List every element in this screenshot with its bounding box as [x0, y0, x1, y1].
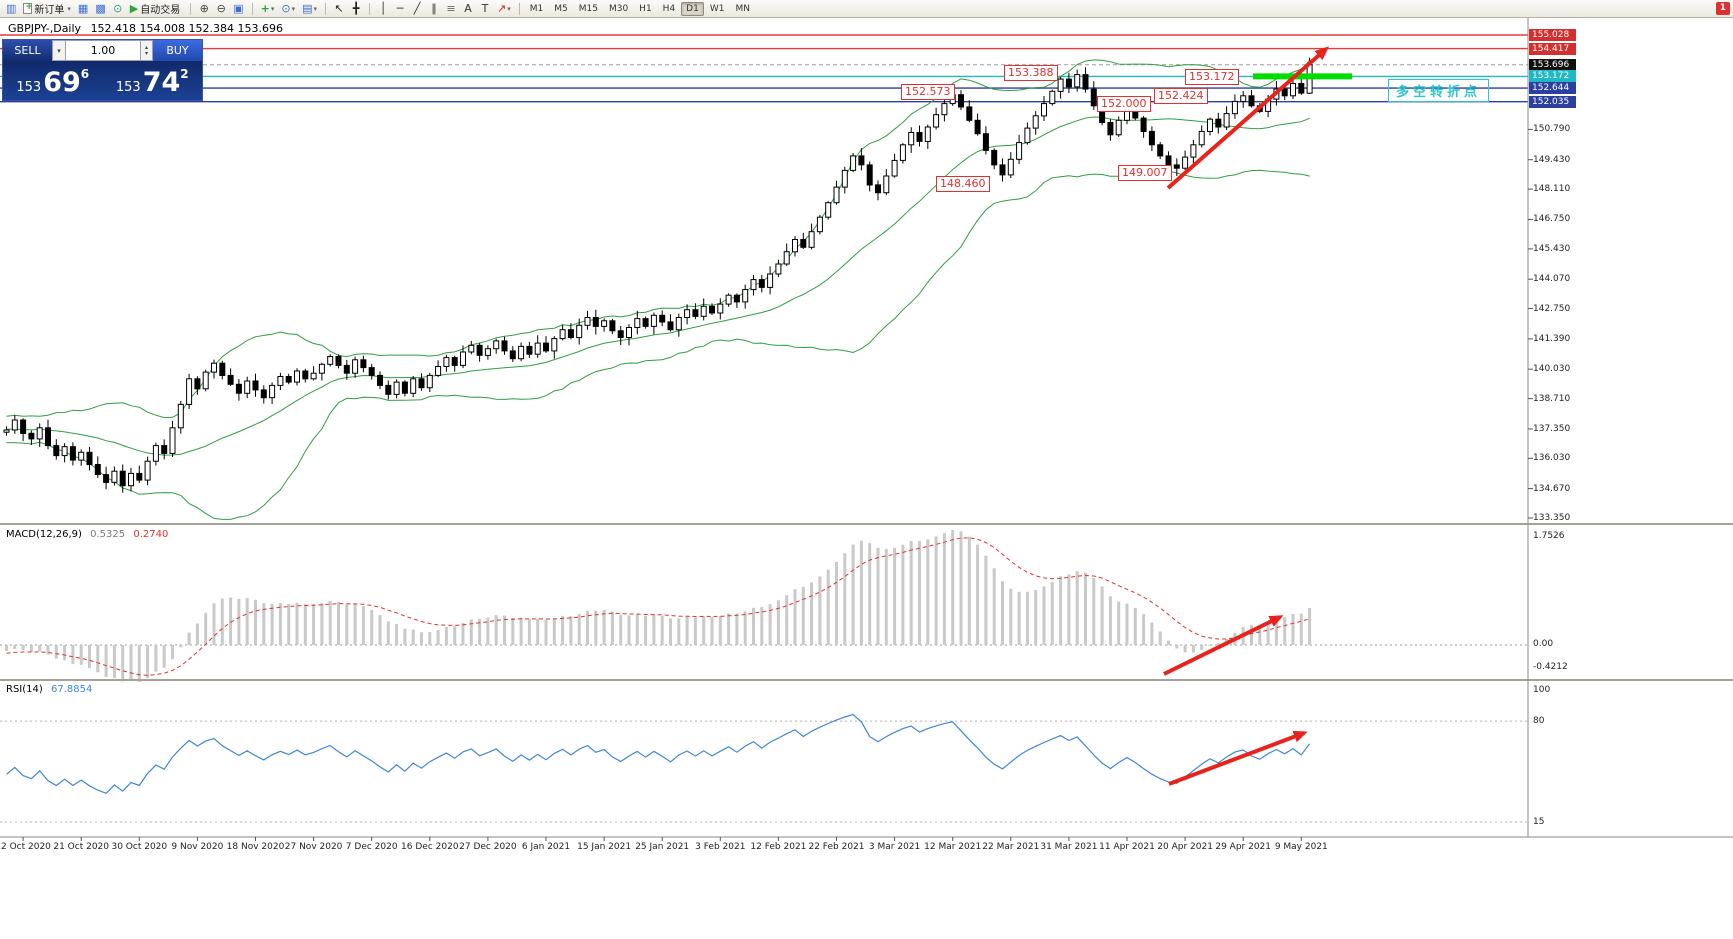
fibonacci-icon[interactable]: ≡: [446, 2, 456, 15]
label-tool-icon[interactable]: T: [481, 2, 489, 15]
timeframe-m30[interactable]: M30: [608, 3, 629, 14]
toolbar-separator: [251, 2, 253, 15]
timeframe-m1[interactable]: M1: [529, 3, 544, 14]
vertical-line-icon[interactable]: │: [379, 2, 387, 15]
timeframe-d1[interactable]: D1: [681, 1, 704, 16]
trendline-icon[interactable]: ╱: [413, 2, 421, 15]
horizontal-line-icon[interactable]: ─: [396, 2, 404, 15]
macd-main-value: 0.5325: [90, 529, 126, 540]
auto-trading-button[interactable]: ▶ 自动交易: [127, 1, 185, 16]
auto-trading-label: 自动交易: [140, 5, 181, 16]
sell-button[interactable]: SELL: [3, 40, 52, 61]
bb-lower: [6, 169, 1310, 520]
market-watch-icon[interactable]: ⊙: [113, 2, 123, 15]
bb-upper: [6, 59, 1310, 419]
buy-price-prefix: 153: [115, 79, 141, 95]
timeframe-mn[interactable]: MN: [735, 3, 750, 14]
new-order-icon: [23, 2, 33, 14]
bb-middle: [6, 116, 1310, 456]
new-order-label: 新订单: [34, 5, 65, 16]
volume-stepper[interactable]: ▴ ▾: [141, 40, 153, 61]
indicators-add-icon[interactable]: + ▾: [260, 2, 275, 15]
symbol-name: GBPJPY-,Daily: [8, 22, 82, 35]
notification-badge[interactable]: 1: [1715, 2, 1730, 15]
periods-clock-icon[interactable]: ⊙ ▾: [281, 2, 296, 15]
macd-histogram: [0, 530, 1528, 682]
macd-signal-value: 0.2740: [133, 529, 169, 540]
candlestick-series: [3, 57, 1313, 493]
crosshair-icon[interactable]: ╋: [352, 2, 360, 15]
chevron-down-icon: ▾: [67, 4, 71, 13]
toolbar-separator: [369, 2, 370, 15]
macd-signal-line: [6, 537, 1310, 676]
toolbar-separator: [325, 2, 326, 15]
toolbar: ▥ 新订单 ▾ ▦ ▩ ⊙ ▶ 自动交易 ⊕ ⊖ ▣ +▾ ⊙▾ ▤▾ ↖ ╋ …: [0, 0, 1733, 18]
new-order-button[interactable]: 新订单 ▾: [20, 1, 74, 16]
pane-separators: [0, 17, 1733, 841]
zoom-out-icon[interactable]: ⊖: [216, 2, 226, 15]
rsi-label: RSI(14) 67.8854: [6, 684, 92, 695]
equidistant-channel-icon[interactable]: ∥: [431, 2, 437, 15]
timeframe-w1[interactable]: W1: [709, 3, 725, 14]
arrows-tool-icon[interactable]: ↗ ▾: [497, 2, 511, 15]
annotation-turning-point[interactable]: 多空转折点: [1388, 79, 1490, 102]
chart-window-icon[interactable]: ▥: [6, 2, 17, 15]
sell-price-prefix: 153: [16, 79, 42, 95]
sell-price-sup: 6: [80, 67, 90, 81]
rsi-line: [6, 713, 1311, 795]
tile-windows-icon[interactable]: ▣: [233, 2, 244, 15]
chart-cascade-icon[interactable]: ▩: [95, 2, 106, 15]
buy-price[interactable]: 153 74 2: [103, 61, 203, 100]
charts-grid-icon[interactable]: ▦: [77, 2, 89, 15]
symbol-ohlc-bar: GBPJPY-,Daily 152.418 154.008 152.384 15…: [8, 22, 283, 35]
rsi-value: 67.8854: [50, 684, 93, 695]
ohlc-values: 152.418 154.008 152.384 153.696: [90, 22, 284, 35]
volume-dropdown[interactable]: ▾: [52, 40, 66, 61]
rsi-pane: [0, 713, 1528, 823]
buy-button[interactable]: BUY: [153, 40, 202, 61]
timeframe-h4[interactable]: H4: [662, 3, 676, 14]
zoom-in-icon[interactable]: ⊕: [199, 2, 209, 15]
sell-price[interactable]: 153 69 6: [3, 61, 103, 100]
buy-price-sup: 2: [180, 67, 189, 81]
templates-icon[interactable]: ▤ ▾: [302, 2, 317, 15]
toolbar-separator: [190, 2, 192, 15]
volume-input[interactable]: [66, 40, 141, 61]
sell-price-big: 69: [43, 67, 81, 99]
play-icon: ▶: [129, 2, 139, 15]
cursor-icon[interactable]: ↖: [334, 2, 344, 15]
timeframe-m5[interactable]: M5: [554, 3, 568, 14]
macd-name: MACD(12,26,9): [6, 529, 82, 540]
trend-arrows: [1163, 46, 1330, 786]
timeframe-h1[interactable]: H1: [639, 3, 652, 14]
text-tool-icon[interactable]: A: [464, 2, 472, 15]
one-click-trading-panel: SELL ▾ ▴▾ BUY 153 69 6 153 74 2: [2, 39, 203, 101]
bollinger-bands: [6, 59, 1310, 520]
macd-label: MACD(12,26,9) 0.5325 0.2740: [6, 529, 168, 540]
toolbar-separator: [518, 2, 520, 15]
buy-price-big: 74: [142, 67, 181, 99]
timeframe-group: M1 M5 M15 M30 H1 H4 D1 W1 MN: [525, 1, 755, 16]
rsi-name: RSI(14): [6, 684, 43, 695]
horizontal-lines: [0, 34, 1528, 103]
timeframe-m15[interactable]: M15: [578, 3, 598, 14]
